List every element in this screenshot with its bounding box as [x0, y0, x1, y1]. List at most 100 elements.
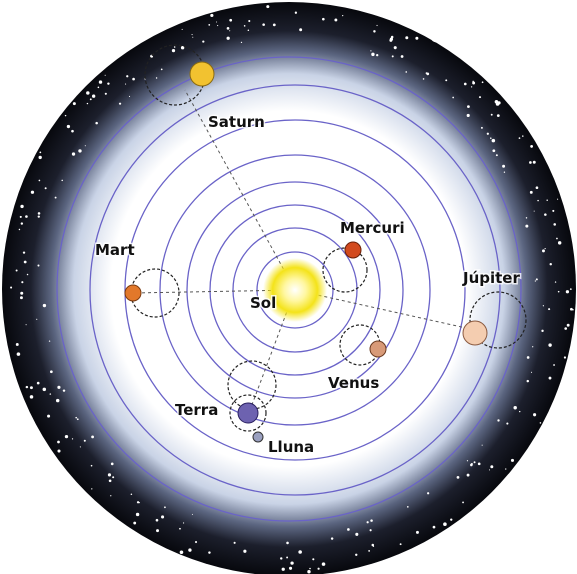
star [506, 423, 508, 425]
star [16, 343, 19, 346]
planet-saturn [190, 62, 214, 86]
star [241, 42, 242, 43]
star [188, 548, 191, 551]
moon-label: Lluna [268, 438, 314, 456]
star [542, 249, 545, 252]
star [132, 78, 135, 81]
star [99, 80, 102, 83]
star [27, 274, 29, 276]
star [482, 445, 483, 446]
star [61, 180, 63, 182]
star [505, 468, 506, 469]
star [112, 476, 114, 478]
star [401, 55, 404, 58]
star [530, 145, 533, 148]
star [555, 281, 556, 282]
star [370, 519, 373, 522]
star [179, 528, 181, 530]
star [334, 19, 337, 22]
star [548, 308, 550, 310]
star [558, 291, 560, 293]
star [530, 191, 533, 194]
star [192, 34, 193, 35]
star [570, 308, 573, 311]
star [541, 330, 543, 332]
star [78, 149, 81, 152]
star [26, 324, 27, 325]
star [372, 544, 375, 547]
star [49, 340, 50, 341]
star [234, 542, 236, 544]
star [273, 23, 276, 26]
star [20, 292, 23, 295]
star [19, 229, 20, 230]
star [553, 223, 556, 226]
venus-label: Venus [328, 374, 379, 392]
star [558, 241, 561, 244]
star [405, 36, 408, 39]
star [556, 238, 558, 240]
star [77, 418, 79, 420]
star [20, 216, 22, 218]
star [50, 370, 53, 373]
star [373, 30, 375, 32]
star [248, 30, 250, 32]
star [24, 261, 27, 264]
star [111, 463, 114, 466]
star [433, 526, 436, 529]
star [474, 461, 476, 463]
star [39, 180, 41, 182]
star [286, 542, 289, 545]
star [43, 304, 46, 307]
star [342, 15, 343, 16]
star [289, 567, 292, 570]
star [243, 550, 246, 553]
star [182, 29, 183, 30]
star [266, 5, 269, 8]
star [426, 72, 429, 75]
star [309, 568, 311, 570]
star [492, 139, 496, 143]
star [543, 305, 544, 306]
star [519, 137, 521, 139]
star [445, 79, 447, 81]
star [522, 135, 523, 136]
star [129, 96, 130, 97]
star [534, 211, 535, 212]
star [481, 127, 483, 129]
star [90, 98, 92, 100]
star [23, 251, 25, 253]
star [550, 263, 552, 265]
star [67, 125, 70, 128]
star [91, 435, 94, 438]
star [527, 380, 529, 382]
star [376, 25, 377, 26]
star [107, 82, 109, 84]
star [119, 103, 121, 105]
star [502, 165, 505, 168]
star [557, 199, 558, 200]
star [227, 27, 230, 30]
star [513, 406, 516, 409]
star [10, 286, 12, 288]
star [105, 75, 106, 76]
star [529, 161, 532, 164]
star [109, 479, 112, 482]
star [536, 186, 539, 189]
saturn-label: Saturn [208, 113, 265, 131]
star [248, 20, 250, 22]
star [202, 40, 204, 42]
star [91, 488, 92, 489]
star [195, 541, 197, 543]
star [38, 216, 40, 218]
star [262, 23, 265, 26]
star [492, 149, 495, 152]
star [125, 84, 126, 85]
star [549, 377, 552, 380]
star [355, 554, 357, 556]
star [72, 438, 73, 439]
star [65, 115, 66, 116]
star [536, 278, 538, 280]
star [405, 71, 407, 73]
star [280, 557, 282, 559]
